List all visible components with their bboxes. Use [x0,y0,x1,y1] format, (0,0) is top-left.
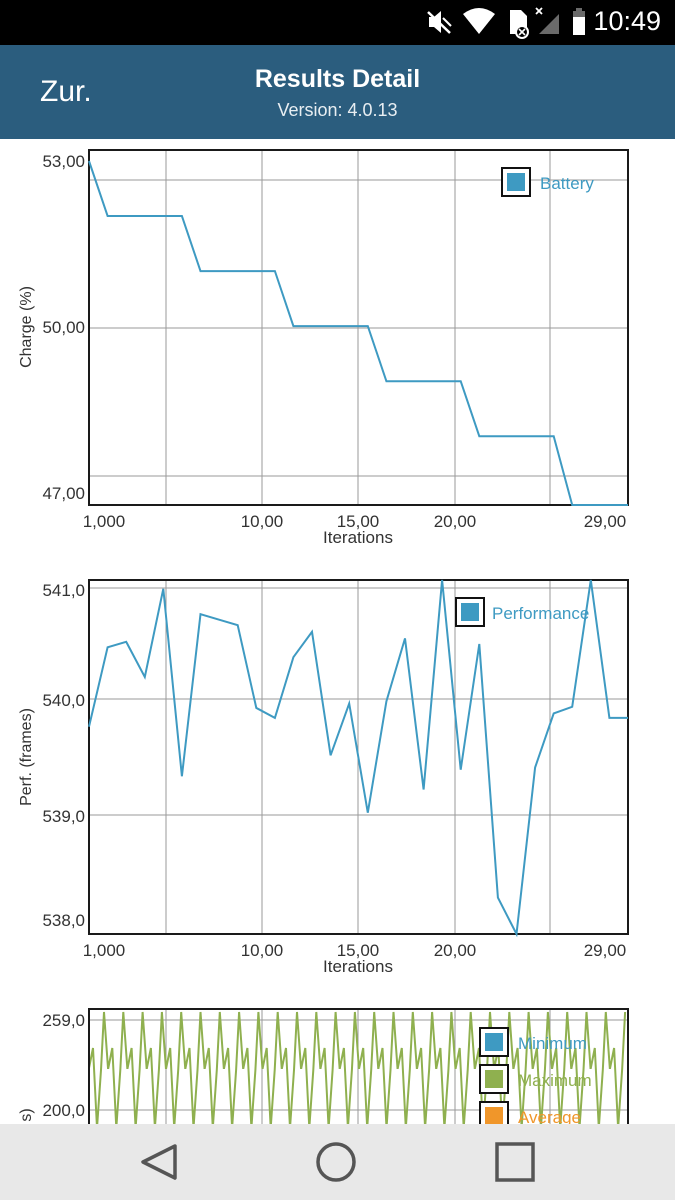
performance-x-axis-label: Iterations [323,957,393,976]
battery-legend-swatch [507,173,525,191]
performance-plot-frame [88,579,629,935]
recents-square-icon[interactable] [485,1138,545,1186]
battery-ytick: 53,00 [42,152,85,171]
performance-grid [89,580,628,934]
performance-ytick: 539,0 [42,807,85,826]
battery-xtick: 15,00 [337,512,380,531]
version-label: Version: 4.0.13 [277,100,398,120]
battery-x-axis-label: Iterations [323,528,393,547]
performance-legend-swatch [461,603,479,621]
no-signal-icon [535,7,559,34]
performance-ytick: 541,0 [42,581,85,600]
frames-ytick: 259,0 [42,1011,85,1030]
battery-legend-label: Battery [540,174,594,193]
page-title: Results Detail [254,65,421,93]
battery-icon [573,8,585,35]
frames-maximum-line [88,1011,627,1124]
battery-xtick: 29,00 [584,512,627,531]
battery-chart: 53,00 50,00 47,00 1,000 10,00 15,00 20,0… [18,149,629,547]
frames-grid [89,1009,628,1124]
frames-legend-swatch-average [485,1107,503,1124]
battery-ytick: 47,00 [42,484,85,503]
performance-ytick: 538,0 [42,911,85,930]
frames-ytick: 200,0 [42,1101,85,1120]
battery-xtick: 20,00 [434,512,477,531]
status-time: 10:49 [593,6,661,36]
status-bar: 10:49 [0,0,675,45]
battery-xtick: 10,00 [241,512,284,531]
performance-xtick: 10,00 [241,941,284,960]
mute-icon [427,11,452,34]
home-circle-icon[interactable] [306,1138,366,1186]
frames-legend-maximum: Maximum [518,1071,592,1090]
performance-xtick: 15,00 [337,941,380,960]
frames-legend-swatch-frame [479,1064,509,1094]
frames-chart: 259,0 200,0 s) Minimum Maximum Average [18,1008,629,1124]
back-button[interactable]: Zur. [40,75,92,108]
performance-ytick: 540,0 [42,691,85,710]
battery-grid [89,150,628,505]
sd-card-icon [510,10,529,39]
performance-xtick: 29,00 [584,941,627,960]
app-bar: Zur. Results Detail Version: 4.0.13 [0,45,675,139]
frames-legend-average: Average [518,1108,581,1124]
battery-y-axis-label: Charge (%) [18,286,35,368]
frames-plot-frame [88,1008,629,1124]
battery-ytick: 50,00 [42,318,85,337]
frames-legend-swatch-maximum [485,1070,503,1088]
performance-series-line [88,579,628,938]
performance-xtick: 1,000 [83,941,126,960]
wifi-icon [463,8,495,34]
frames-legend-minimum: Minimum [518,1034,587,1053]
battery-series-line [88,160,628,506]
frames-y-axis-label: s) [18,1108,35,1121]
back-triangle-icon[interactable] [129,1138,189,1186]
performance-chart: 541,0 540,0 539,0 538,0 1,000 10,00 15,0… [18,579,629,976]
results-content[interactable]: 53,00 50,00 47,00 1,000 10,00 15,00 20,0… [0,139,675,1124]
battery-xtick: 1,000 [83,512,126,531]
navigation-bar [0,1124,675,1200]
frames-legend-swatch-minimum [485,1033,503,1051]
charts-canvas: 53,00 50,00 47,00 1,000 10,00 15,00 20,0… [18,149,629,1124]
performance-legend-label: Performance [492,604,589,623]
performance-y-axis-label: Perf. (frames) [18,708,35,806]
performance-xtick: 20,00 [434,941,477,960]
battery-plot-frame [88,149,629,506]
